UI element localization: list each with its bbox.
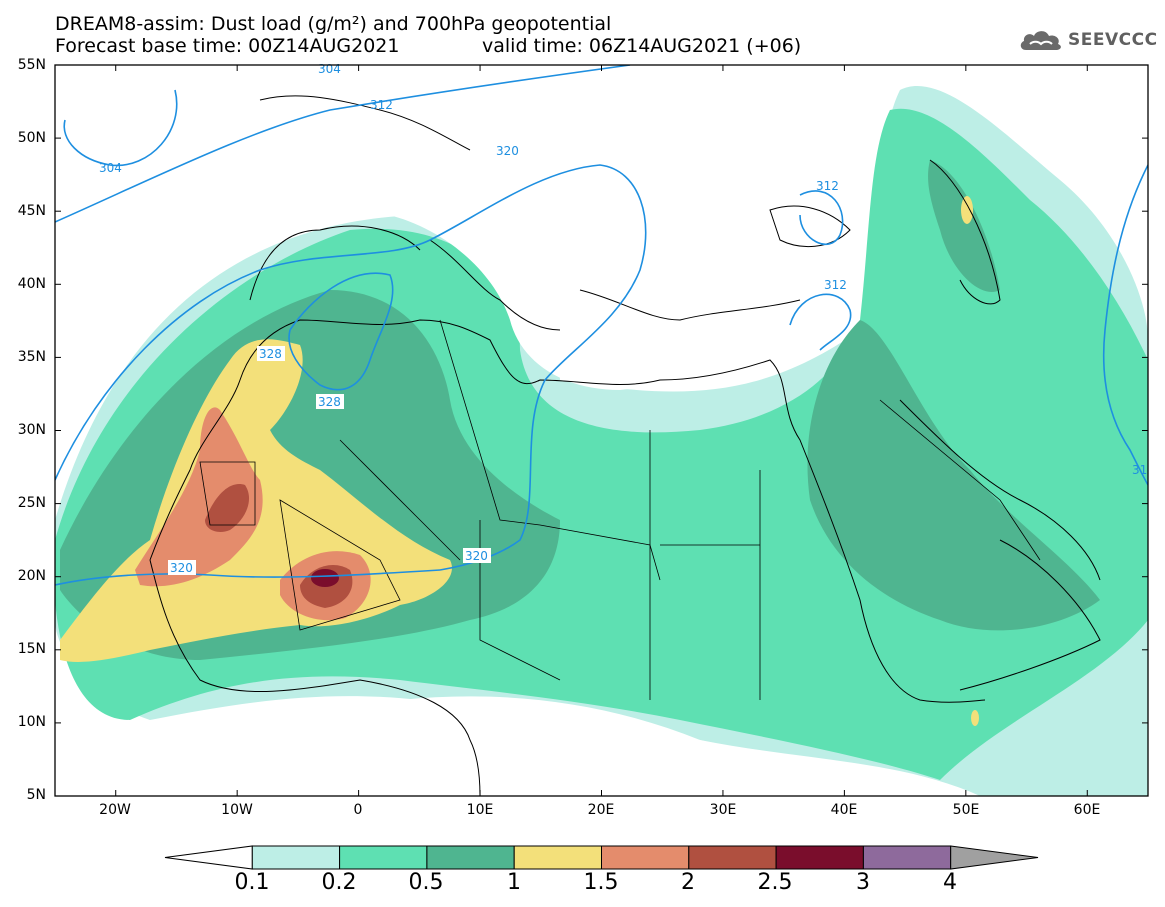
cloud-icon xyxy=(1020,31,1061,50)
clear-region xyxy=(55,65,873,440)
colorbar-label: 2.5 xyxy=(757,870,793,895)
contour-label: 320 xyxy=(170,561,193,575)
lat-label: 45N xyxy=(17,203,46,219)
coastlines xyxy=(149,95,1101,796)
lat-label: 15N xyxy=(17,641,46,657)
colorbar-label: 0.5 xyxy=(408,870,444,895)
geopotential-contours xyxy=(55,65,1148,586)
dust-region-yellow xyxy=(971,710,979,726)
lat-label: 5N xyxy=(26,787,46,803)
colorbar-end xyxy=(164,845,253,870)
dust-region-maroon xyxy=(311,569,339,587)
lon-label: 60E xyxy=(1073,802,1101,818)
lat-label: 25N xyxy=(17,495,46,511)
borders xyxy=(199,319,1041,700)
colorbar-swatch xyxy=(426,845,515,870)
lat-label: 55N xyxy=(17,57,46,73)
colorbar xyxy=(164,845,1039,870)
colorbar-label: 2 xyxy=(681,870,695,895)
colorbar-swatch xyxy=(513,845,603,870)
contour-label: 304 xyxy=(99,161,122,175)
lat-label: 50N xyxy=(17,130,46,146)
lat-label: 10N xyxy=(17,714,46,730)
colorbar-swatch xyxy=(251,845,341,870)
contour-label: 320 xyxy=(465,549,488,563)
contour-label: 312 xyxy=(816,179,839,193)
dust-region-orange xyxy=(135,407,263,587)
contour-label: 31 xyxy=(1132,463,1147,477)
colorbar-label: 0.1 xyxy=(234,870,270,895)
lat-label: 40N xyxy=(17,276,46,292)
colorbar-swatch xyxy=(339,845,428,870)
colorbar-swatch xyxy=(862,845,952,870)
lon-label: 20E xyxy=(587,802,615,818)
contour-label: 312 xyxy=(824,278,847,292)
lon-label: 10W xyxy=(221,802,253,818)
dust-region-dark xyxy=(807,320,1100,631)
lat-label: 35N xyxy=(17,349,46,365)
logo-text: SEEVCCC xyxy=(1068,30,1158,50)
contour-label: 328 xyxy=(259,347,282,361)
colorbar-label: 3 xyxy=(856,870,870,895)
lon-label: 10E xyxy=(466,802,494,818)
valid-time: valid time: 06Z14AUG2021 (+06) xyxy=(482,35,802,57)
dust-field xyxy=(55,65,1148,796)
lon-label: 40E xyxy=(830,802,858,818)
lon-label: 0 xyxy=(353,802,363,818)
colorbar-label: 4 xyxy=(943,870,957,895)
dust-region-dark xyxy=(928,160,1000,292)
contour-label: 312 xyxy=(370,98,393,112)
colorbar-label: 1.5 xyxy=(583,870,619,895)
colorbar-label: 1 xyxy=(507,870,521,895)
lon-label: 20W xyxy=(99,802,131,818)
colorbar-swatch xyxy=(775,845,864,870)
dust-region-brown xyxy=(205,484,250,532)
axis-ticks xyxy=(55,64,1148,797)
contour-label: 328 xyxy=(318,395,341,409)
colorbar-label: 0.2 xyxy=(321,870,357,895)
lon-label: 50E xyxy=(952,802,980,818)
dust-region-yellow xyxy=(961,196,973,224)
colorbar-swatch xyxy=(688,845,777,870)
lat-label: 20N xyxy=(17,568,46,584)
contour-label: 304 xyxy=(318,62,341,76)
colorbar-end xyxy=(950,845,1039,870)
lon-label: 30E xyxy=(709,802,737,818)
contour-labels: 304 304 312 320 312 312 328 328 320 320 … xyxy=(99,62,1147,575)
chart-title: DREAM8-assim: Dust load (g/m²) and 700hP… xyxy=(55,13,612,35)
colorbar-swatch xyxy=(601,845,690,870)
contour-label: 320 xyxy=(496,144,519,158)
forecast-base-time: Forecast base time: 00Z14AUG2021 xyxy=(55,35,400,57)
lat-label: 30N xyxy=(17,422,46,438)
clear-region xyxy=(300,696,960,796)
seevccc-logo: SEEVCCC xyxy=(1018,28,1158,52)
